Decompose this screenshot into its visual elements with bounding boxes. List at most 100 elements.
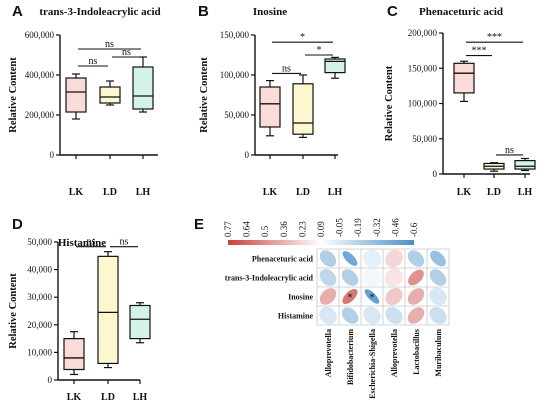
- box-iqr: [324, 58, 346, 74]
- bracket-label: ns: [282, 63, 291, 74]
- bracket-label: ns: [122, 47, 131, 58]
- correlation-ellipse: [319, 250, 337, 267]
- panel-d: D Histamine Relative Content 0 10,000 20,000 3…: [8, 216, 151, 403]
- box-lh: [324, 56, 346, 79]
- bracket-label: ***: [472, 46, 487, 57]
- correlation-ellipse: [363, 306, 381, 325]
- colorbar-label: -0.05: [335, 218, 345, 237]
- colorbar-label: -0.46: [390, 218, 400, 237]
- significance-bracket: ns: [112, 47, 141, 58]
- bracket-label: ns: [505, 145, 514, 156]
- colorbar-label: 0.5: [260, 225, 270, 237]
- y-tick-label: 150,000: [220, 30, 250, 40]
- y-tick-label: 100,000: [408, 99, 438, 109]
- y-tick-label: 40,000: [27, 265, 52, 275]
- y-tick-label: 50,000: [27, 237, 52, 247]
- y-tick-label: 100,000: [220, 70, 250, 80]
- panel-b: B Inosine Relative Content 0 50,000 100,000 15…: [198, 3, 346, 198]
- box-iqr: [97, 255, 119, 365]
- correlation-ellipse: [342, 288, 358, 305]
- colorbar-label: -0.32: [372, 218, 382, 237]
- significance-bracket: ***: [466, 46, 492, 57]
- row-label: Phenaceturic acid: [252, 255, 314, 264]
- x-tick-label: LD: [101, 392, 115, 403]
- correlation-ellipse: [408, 269, 424, 286]
- box-lk: [63, 331, 85, 376]
- column-label: Alloprevotella: [390, 329, 399, 377]
- y-axis-label: Relative Content: [8, 273, 19, 349]
- box-lk: [65, 73, 87, 120]
- y-axis-label: Relative Content: [8, 57, 19, 133]
- significance-mark: *: [370, 293, 375, 304]
- correlation-ellipse: [341, 269, 359, 286]
- x-tick-label: LK: [67, 392, 82, 403]
- significance-bracket: ns: [76, 237, 106, 248]
- row-label: trans-3-Indoleacrylic acid: [225, 274, 314, 283]
- correlation-ellipse: [342, 251, 358, 266]
- row-label: Histamine: [278, 312, 314, 321]
- x-tick-label: LD: [103, 187, 117, 198]
- y-axis-label: Relative Content: [199, 57, 210, 133]
- significance-mark: *: [348, 293, 353, 304]
- y-tick-label: 0: [245, 150, 250, 160]
- colorbar-label: -0.19: [353, 218, 363, 237]
- correlation-ellipse: [430, 250, 446, 267]
- panel-c: C Phenaceturic acid Relative Content 0 50,00…: [384, 3, 536, 198]
- y-tick-label: 400,000: [25, 70, 55, 80]
- box-ld: [292, 74, 314, 138]
- correlation-ellipse: [384, 268, 404, 287]
- panel-title: Phenaceturic acid: [419, 6, 503, 18]
- box-lh: [129, 302, 151, 344]
- column-label: Bifidobacterium: [346, 329, 355, 385]
- correlation-ellipse: [364, 289, 380, 304]
- correlation-ellipse: [319, 306, 337, 325]
- colorbar-label: -0.6: [409, 222, 419, 237]
- x-tick-label: LK: [263, 187, 278, 198]
- x-tick-label: LD: [487, 187, 501, 198]
- correlation-ellipse: [385, 249, 403, 268]
- column-label: Lactobacillus: [412, 329, 421, 375]
- correlation-ellipse: [407, 307, 425, 324]
- correlation-ellipse: [319, 269, 337, 286]
- significance-bracket: *: [272, 32, 333, 43]
- y-tick-label: 0: [48, 375, 53, 385]
- column-label: Alloprevotella: [324, 329, 333, 377]
- y-tick-label: 10,000: [27, 347, 52, 357]
- box-ld: [483, 162, 505, 172]
- box-iqr: [292, 83, 314, 135]
- correlation-ellipse: [341, 307, 359, 324]
- significance-bracket: ***: [466, 32, 523, 43]
- colorbar-label: 0.23: [297, 221, 307, 237]
- y-tick-label: 600,000: [25, 30, 55, 40]
- column-label: Muribaculum: [434, 329, 443, 377]
- correlation-ellipse: [362, 268, 382, 287]
- box-ld: [97, 251, 119, 369]
- significance-bracket: ns: [78, 39, 141, 50]
- x-tick-label: LH: [136, 187, 151, 198]
- box-iqr: [514, 160, 536, 170]
- bracket-label: *: [300, 32, 305, 43]
- y-tick-label: 0: [433, 169, 438, 179]
- colorbar-label: 0.77: [223, 221, 233, 237]
- correlation-ellipse: [385, 306, 403, 325]
- y-tick-label: 20,000: [27, 320, 52, 330]
- box-iqr: [65, 77, 87, 113]
- panel-e: E 0.77 0.64 0.5 0.36 0.23 0.09 -0.05 -0.19 -0.32-…: [194, 216, 450, 399]
- box-lk: [259, 79, 281, 137]
- y-tick-label: 200,000: [408, 28, 438, 38]
- correlation-ellipse: [385, 287, 403, 306]
- significance-bracket: *: [305, 45, 333, 56]
- box-lh: [132, 56, 154, 113]
- correlation-ellipse: [429, 269, 447, 286]
- x-tick-label: LD: [296, 187, 310, 198]
- bracket-label: ns: [89, 56, 98, 67]
- bracket-label: ***: [487, 32, 502, 43]
- x-tick-label: LH: [328, 187, 343, 198]
- x-tick-label: LK: [69, 187, 84, 198]
- colorbar: [228, 240, 414, 245]
- box-iqr: [63, 338, 85, 371]
- box-ld: [99, 80, 121, 106]
- y-tick-label: 0: [50, 150, 55, 160]
